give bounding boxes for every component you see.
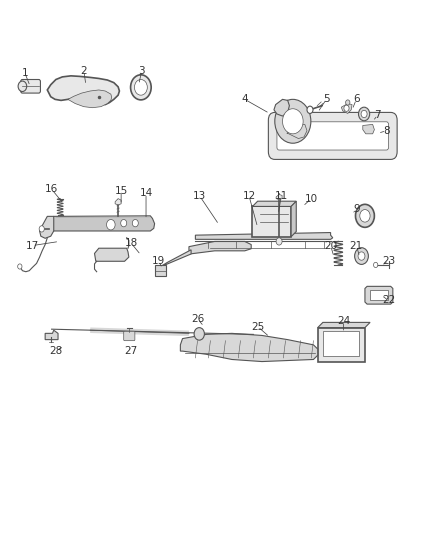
Circle shape bbox=[134, 79, 147, 95]
Text: 10: 10 bbox=[305, 193, 318, 204]
Polygon shape bbox=[195, 232, 333, 239]
Polygon shape bbox=[51, 216, 155, 231]
Polygon shape bbox=[363, 124, 374, 134]
Polygon shape bbox=[287, 124, 307, 139]
FancyBboxPatch shape bbox=[268, 112, 397, 159]
Circle shape bbox=[121, 220, 127, 227]
Text: 19: 19 bbox=[152, 256, 166, 266]
Polygon shape bbox=[365, 286, 393, 304]
FancyBboxPatch shape bbox=[124, 332, 135, 341]
Text: 25: 25 bbox=[251, 321, 264, 332]
Polygon shape bbox=[39, 216, 54, 238]
Circle shape bbox=[360, 209, 370, 222]
Polygon shape bbox=[291, 201, 296, 237]
Polygon shape bbox=[274, 99, 290, 116]
Bar bbox=[323, 332, 359, 357]
Bar bbox=[252, 206, 291, 237]
Bar bbox=[318, 328, 365, 361]
Circle shape bbox=[355, 248, 368, 264]
Polygon shape bbox=[318, 322, 370, 328]
Circle shape bbox=[18, 264, 22, 269]
Polygon shape bbox=[47, 76, 120, 104]
Text: 28: 28 bbox=[49, 346, 63, 356]
Polygon shape bbox=[341, 103, 352, 114]
Text: 22: 22 bbox=[382, 295, 395, 305]
Circle shape bbox=[132, 220, 138, 227]
Text: 18: 18 bbox=[124, 238, 138, 248]
Circle shape bbox=[356, 204, 374, 228]
Circle shape bbox=[358, 252, 365, 260]
Text: 27: 27 bbox=[124, 346, 138, 356]
FancyBboxPatch shape bbox=[21, 79, 40, 93]
Bar bbox=[155, 265, 166, 276]
Circle shape bbox=[276, 238, 282, 245]
Text: 4: 4 bbox=[241, 94, 248, 104]
Circle shape bbox=[374, 262, 378, 268]
Circle shape bbox=[307, 106, 313, 114]
Polygon shape bbox=[115, 199, 121, 205]
Circle shape bbox=[361, 110, 367, 118]
Text: 21: 21 bbox=[350, 240, 363, 251]
Polygon shape bbox=[45, 330, 58, 340]
Text: 20: 20 bbox=[324, 240, 337, 251]
Polygon shape bbox=[95, 248, 129, 261]
Circle shape bbox=[346, 100, 350, 105]
Circle shape bbox=[39, 226, 44, 232]
Text: 23: 23 bbox=[382, 256, 395, 266]
Bar bbox=[370, 290, 388, 301]
Circle shape bbox=[18, 81, 27, 92]
Text: 26: 26 bbox=[191, 314, 204, 324]
Circle shape bbox=[275, 99, 311, 143]
Polygon shape bbox=[189, 241, 251, 254]
Circle shape bbox=[283, 109, 303, 134]
Text: 9: 9 bbox=[353, 204, 360, 214]
Text: 15: 15 bbox=[114, 186, 128, 196]
Text: 17: 17 bbox=[26, 240, 39, 251]
Text: 5: 5 bbox=[323, 94, 330, 104]
Polygon shape bbox=[159, 250, 191, 268]
Circle shape bbox=[131, 75, 151, 100]
Text: 6: 6 bbox=[353, 94, 360, 104]
Text: 7: 7 bbox=[374, 110, 381, 120]
Text: 12: 12 bbox=[242, 191, 256, 201]
Circle shape bbox=[194, 328, 205, 340]
Polygon shape bbox=[252, 201, 296, 206]
Circle shape bbox=[344, 105, 349, 111]
Text: 24: 24 bbox=[337, 317, 350, 326]
Text: 11: 11 bbox=[275, 191, 288, 201]
Text: 1: 1 bbox=[21, 68, 28, 78]
FancyBboxPatch shape bbox=[277, 122, 389, 150]
Polygon shape bbox=[276, 195, 282, 200]
Circle shape bbox=[358, 107, 370, 121]
Polygon shape bbox=[68, 90, 112, 108]
Text: 3: 3 bbox=[138, 66, 145, 76]
Text: 2: 2 bbox=[81, 66, 87, 76]
Text: 13: 13 bbox=[193, 191, 206, 201]
Polygon shape bbox=[180, 333, 318, 361]
Text: 16: 16 bbox=[45, 184, 58, 194]
Text: 8: 8 bbox=[383, 126, 390, 136]
Text: 14: 14 bbox=[139, 188, 153, 198]
Circle shape bbox=[106, 220, 115, 230]
